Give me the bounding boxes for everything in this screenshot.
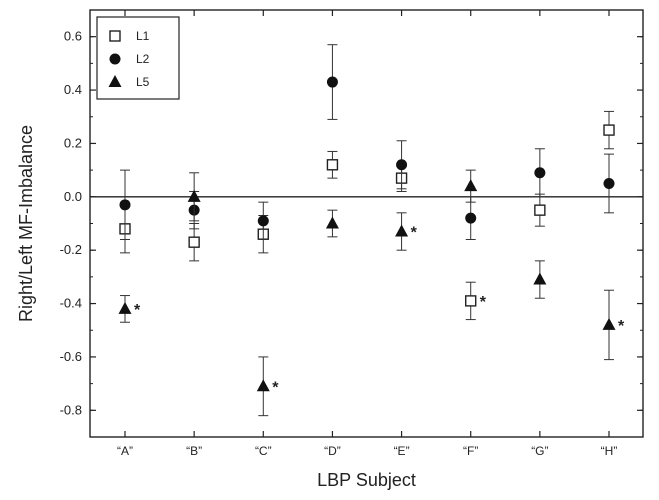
y-axis-title: Right/Left MF-Imbalance — [16, 125, 36, 322]
x-tick-label: “E” — [394, 444, 410, 458]
data-point-l1 — [465, 295, 477, 307]
y-tick-label: -0.6 — [60, 349, 82, 364]
legend-label-l1: L1 — [136, 29, 150, 43]
x-tick-label: “A” — [117, 444, 133, 458]
data-point-l5 — [395, 224, 409, 237]
significance-asterisk: * — [618, 318, 625, 335]
y-tick-label: 0.6 — [64, 29, 82, 44]
y-tick-label: 0.0 — [64, 189, 82, 204]
data-point-l5 — [187, 189, 201, 202]
x-axis-title: LBP Subject — [317, 470, 416, 490]
x-tick-label: “F” — [463, 444, 478, 458]
data-point-l5 — [602, 317, 616, 330]
legend-label-l5: L5 — [136, 75, 150, 89]
data-point-l1 — [603, 124, 615, 136]
data-point-l2 — [257, 215, 269, 227]
significance-asterisk: * — [134, 302, 141, 319]
data-point-l5 — [533, 272, 547, 285]
data-point-l1 — [534, 204, 546, 216]
y-tick-label: 0.4 — [64, 82, 82, 97]
data-point-l5 — [256, 379, 270, 392]
significance-asterisk: * — [480, 294, 487, 311]
x-tick-label: “G” — [531, 444, 548, 458]
series-l5: * * * * — [118, 169, 625, 417]
data-point-l1 — [188, 236, 200, 248]
x-tick-label: “B” — [186, 444, 202, 458]
data-point-l2 — [603, 177, 615, 189]
legend-marker-l5 — [108, 75, 122, 87]
y-tick-label: 0.2 — [64, 135, 82, 150]
data-point-l2 — [534, 167, 546, 179]
legend-marker-l2 — [109, 53, 121, 65]
y-tick-label: -0.4 — [60, 296, 82, 311]
data-point-l5 — [325, 216, 339, 229]
y-tick-label: -0.2 — [60, 242, 82, 257]
series-l2 — [119, 44, 615, 241]
legend-marker-l1 — [109, 30, 121, 42]
data-point-l5 — [118, 301, 132, 314]
data-point-l2 — [119, 199, 131, 211]
data-point-l2 — [396, 159, 408, 171]
legend: L1 L2 L5 — [96, 16, 180, 100]
significance-asterisk: * — [272, 379, 279, 396]
x-tick-label: “D” — [324, 444, 341, 458]
significance-asterisk: * — [411, 225, 418, 242]
data-point-l1 — [326, 159, 339, 171]
y-tick-label: -0.8 — [60, 402, 82, 417]
x-tick-label: “H” — [601, 444, 618, 458]
x-tick-label: “C” — [255, 444, 272, 458]
data-point-l2 — [465, 212, 477, 224]
legend-label-l2: L2 — [136, 52, 150, 66]
data-point-l5 — [464, 179, 478, 192]
data-point-l2 — [326, 76, 338, 88]
